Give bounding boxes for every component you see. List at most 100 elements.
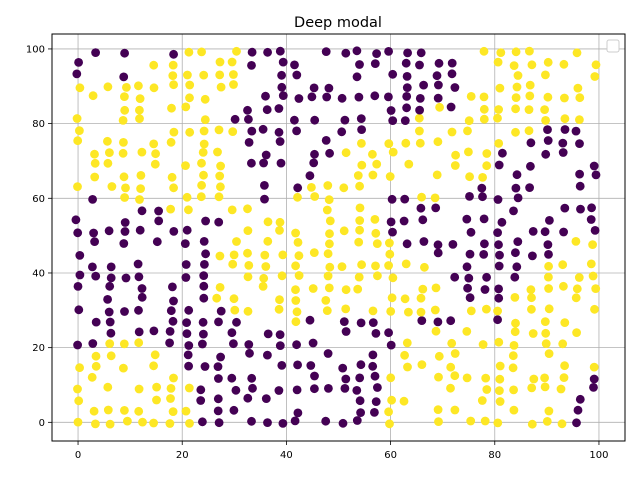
point-class-0 — [73, 228, 83, 238]
point-class-1 — [275, 226, 284, 235]
point-class-1 — [400, 294, 410, 304]
point-class-0 — [558, 138, 568, 148]
y-tick-label: 0 — [39, 418, 45, 429]
point-class-1 — [508, 363, 518, 373]
point-class-0 — [278, 57, 288, 67]
point-class-0 — [214, 317, 223, 327]
point-class-0 — [433, 240, 443, 250]
point-class-0 — [216, 306, 226, 316]
point-class-1 — [168, 407, 178, 416]
point-class-0 — [260, 181, 269, 190]
point-class-0 — [88, 339, 98, 348]
point-class-1 — [418, 284, 428, 294]
point-class-0 — [386, 340, 396, 350]
point-class-0 — [119, 72, 129, 82]
point-class-1 — [513, 71, 523, 80]
point-class-1 — [73, 136, 83, 146]
point-class-1 — [434, 372, 443, 382]
point-class-1 — [166, 394, 175, 403]
point-class-1 — [385, 172, 395, 181]
point-class-0 — [120, 307, 129, 316]
point-class-0 — [321, 136, 331, 145]
point-class-0 — [305, 315, 315, 325]
point-class-1 — [118, 116, 128, 125]
plot-area-frame — [51, 33, 626, 442]
point-class-0 — [450, 83, 460, 92]
point-class-1 — [198, 148, 208, 157]
point-class-1 — [510, 293, 520, 302]
point-class-1 — [136, 171, 146, 180]
point-class-1 — [435, 102, 444, 112]
point-class-1 — [355, 225, 364, 235]
data-points — [71, 46, 601, 429]
point-class-1 — [215, 57, 225, 67]
point-class-0 — [368, 350, 378, 360]
point-class-1 — [152, 382, 162, 392]
point-class-1 — [325, 262, 335, 272]
point-class-1 — [103, 158, 113, 168]
point-class-0 — [368, 318, 378, 327]
point-class-0 — [402, 239, 412, 249]
point-class-1 — [540, 373, 549, 383]
point-class-0 — [305, 171, 315, 181]
point-class-0 — [277, 70, 286, 80]
point-class-1 — [479, 114, 489, 124]
point-class-1 — [181, 406, 191, 416]
point-class-1 — [149, 139, 159, 149]
point-class-1 — [450, 349, 460, 358]
point-class-0 — [462, 214, 472, 224]
point-class-1 — [478, 340, 488, 349]
point-class-0 — [401, 58, 411, 68]
point-class-1 — [227, 57, 237, 67]
point-class-0 — [71, 215, 81, 225]
point-class-1 — [196, 192, 206, 202]
point-class-1 — [106, 351, 116, 361]
point-class-0 — [356, 318, 366, 328]
point-class-1 — [278, 250, 288, 260]
point-class-1 — [558, 339, 568, 349]
point-class-0 — [415, 105, 424, 115]
point-class-1 — [135, 114, 144, 123]
point-class-1 — [275, 217, 285, 227]
point-class-1 — [480, 416, 490, 426]
point-class-0 — [105, 281, 115, 291]
point-class-0 — [274, 104, 284, 113]
point-class-0 — [494, 261, 504, 271]
point-class-0 — [165, 327, 175, 336]
point-class-1 — [433, 405, 443, 414]
point-class-1 — [137, 147, 147, 157]
point-class-0 — [338, 418, 348, 428]
point-class-1 — [322, 306, 332, 315]
point-class-0 — [91, 317, 101, 327]
point-class-0 — [575, 169, 584, 179]
point-class-1 — [541, 116, 550, 125]
point-class-0 — [106, 328, 116, 338]
point-class-1 — [482, 161, 492, 171]
point-class-0 — [416, 203, 426, 213]
chart-title: Deep modal — [294, 15, 382, 31]
point-class-0 — [510, 272, 520, 282]
point-class-1 — [103, 136, 112, 146]
point-class-0 — [248, 383, 257, 393]
point-class-0 — [119, 239, 129, 248]
point-class-1 — [73, 417, 83, 427]
point-class-1 — [353, 284, 363, 294]
point-class-0 — [213, 394, 223, 404]
point-class-1 — [167, 172, 177, 182]
point-class-0 — [184, 361, 194, 371]
point-class-1 — [119, 138, 128, 147]
point-class-1 — [120, 193, 129, 202]
point-class-1 — [227, 205, 237, 215]
point-class-0 — [526, 161, 535, 171]
point-class-1 — [103, 405, 113, 415]
point-class-0 — [352, 386, 362, 395]
point-class-0 — [121, 273, 131, 283]
point-class-1 — [511, 93, 521, 102]
point-class-1 — [540, 105, 549, 114]
point-class-0 — [341, 48, 351, 58]
point-class-0 — [352, 46, 362, 56]
point-class-1 — [495, 83, 505, 93]
point-class-1 — [463, 126, 472, 136]
point-class-0 — [292, 70, 302, 80]
point-class-0 — [135, 225, 145, 235]
